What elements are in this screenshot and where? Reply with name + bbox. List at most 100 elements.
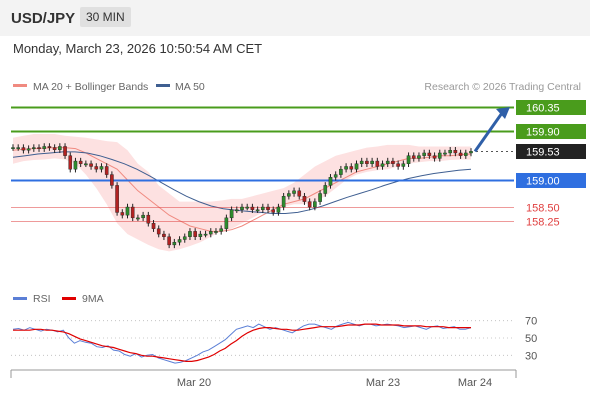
candle-body <box>453 150 458 154</box>
candle-body <box>292 190 296 194</box>
candle-body <box>255 209 260 212</box>
candle-body <box>115 185 119 213</box>
candle-body <box>463 152 468 156</box>
ma20-legend-label: MA 20 + Bollinger Bands <box>33 81 148 93</box>
candle-body <box>344 166 348 170</box>
candle-body <box>297 190 302 197</box>
level-label-box <box>516 124 586 139</box>
candle-body <box>328 177 333 186</box>
candle-body <box>448 150 452 154</box>
key-levels <box>11 106 514 222</box>
candle-body <box>198 233 203 237</box>
candle-body <box>281 196 286 208</box>
ma20-legend-swatch <box>13 84 27 87</box>
candle-body <box>245 206 250 209</box>
candle-body <box>323 185 328 194</box>
candle-body <box>156 228 161 235</box>
candle-body <box>333 174 338 178</box>
candle-body <box>380 163 385 167</box>
x-tick-label: Mar 24 <box>458 377 492 389</box>
candle-body <box>89 163 93 167</box>
candle-body <box>219 228 223 232</box>
level-label: 159.00 <box>526 176 560 188</box>
candle-body <box>141 214 145 219</box>
rsi-tick-label: 70 <box>525 316 537 328</box>
candle-body <box>349 166 354 170</box>
candle-body <box>437 152 442 159</box>
candle-body <box>37 147 41 149</box>
candle-body <box>104 166 109 175</box>
datetime-label: Monday, March 23, 2026 10:50:54 AM CET <box>13 41 263 56</box>
candle-body <box>172 241 177 246</box>
candle-body <box>177 239 182 243</box>
candle-body <box>16 147 21 149</box>
candle-body <box>250 206 255 210</box>
header-bar: USD/JPY 30 MIN <box>0 0 590 36</box>
x-tick-label: Mar 20 <box>177 377 211 389</box>
candle-body <box>193 231 197 237</box>
candle-body <box>99 166 104 170</box>
candle-body <box>234 209 239 212</box>
candle-body <box>203 233 208 236</box>
level-label-box <box>516 173 586 188</box>
candle-body <box>182 236 187 240</box>
candle-body <box>32 147 36 149</box>
ma9-legend-label: 9MA <box>82 293 104 305</box>
candle-body <box>458 152 463 156</box>
candle-body <box>214 231 218 233</box>
candle-body <box>370 160 374 164</box>
symbol-label: USD/JPY <box>11 10 76 27</box>
candle-body <box>151 223 156 229</box>
ma50-legend-label: MA 50 <box>175 81 205 93</box>
candle-body <box>266 206 270 210</box>
level-label: 158.25 <box>526 217 560 229</box>
candle-body <box>469 151 473 154</box>
candle-body <box>302 196 307 202</box>
candle-body <box>411 155 416 159</box>
candle-body <box>68 155 73 170</box>
candle-body <box>167 236 171 246</box>
candle-body <box>307 201 312 208</box>
candle-body <box>443 152 447 155</box>
candle-body <box>229 209 234 219</box>
candle-body <box>21 147 26 151</box>
level-label: 160.35 <box>526 103 560 115</box>
level-labels: 160.35 159.90 159.53 159.00 158.50 158.25 <box>516 100 586 229</box>
candle-body <box>271 209 276 213</box>
current-price-label: 159.53 <box>526 147 560 159</box>
candle-body <box>354 163 359 170</box>
candle-body <box>94 166 99 170</box>
candle-body <box>110 174 114 186</box>
candle-body <box>146 214 151 224</box>
candle-body <box>208 231 213 235</box>
level-label: 159.90 <box>526 127 560 139</box>
x-tick-label: Mar 23 <box>366 377 400 389</box>
rsi-ma9-line <box>13 323 471 362</box>
target-arrow <box>473 107 510 153</box>
candle-body <box>58 146 62 150</box>
ma9-legend-swatch <box>62 297 76 300</box>
candle-body <box>385 160 390 164</box>
credit-label: Research © 2026 Trading Central <box>424 81 581 93</box>
ma50-legend-swatch <box>156 84 170 87</box>
candle-body <box>318 193 322 202</box>
candle-body <box>42 146 47 149</box>
rsi-tick-label: 50 <box>525 333 537 345</box>
candle-body <box>11 147 15 149</box>
level-label: 158.50 <box>526 203 560 215</box>
candle-body <box>401 163 406 167</box>
candle-body <box>406 155 411 164</box>
target-arrow-head <box>496 107 510 119</box>
candle-body <box>136 217 140 220</box>
candle-body <box>287 193 291 197</box>
level-label-box <box>516 100 586 115</box>
timeframe-badge[interactable]: 30 MIN <box>80 7 131 27</box>
candle-body <box>26 148 31 151</box>
candle-body <box>365 160 369 164</box>
candle-body <box>417 155 421 159</box>
rsi-panel: 70 50 30 <box>11 316 537 364</box>
candle-body <box>52 147 57 150</box>
candle-body <box>313 201 317 208</box>
